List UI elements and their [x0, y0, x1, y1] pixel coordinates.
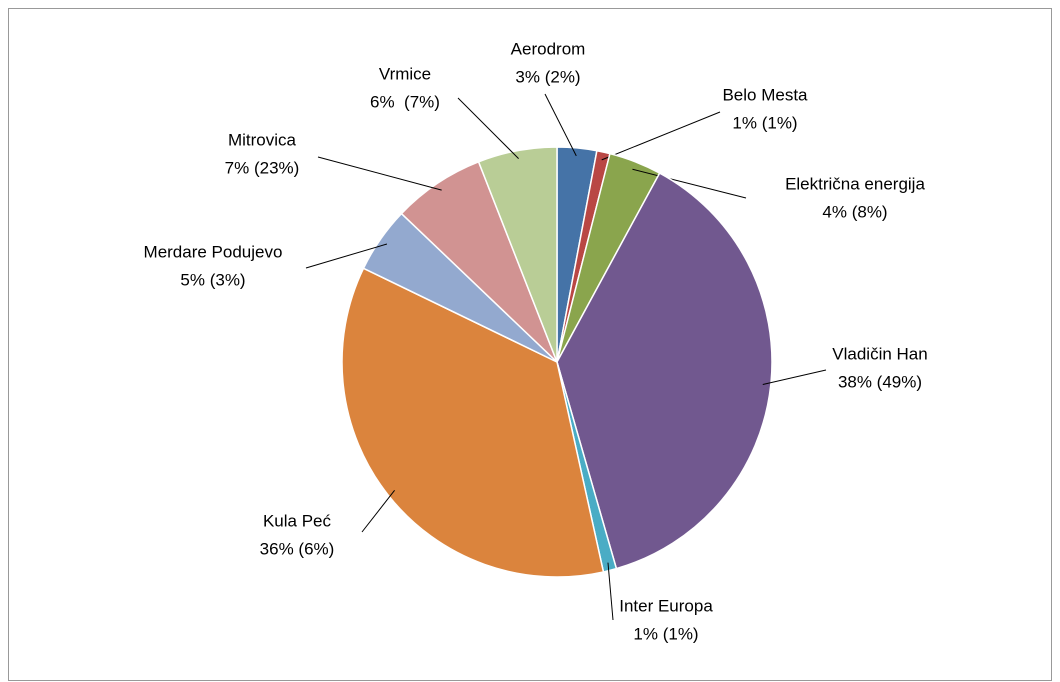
slice-label-name: Belo Mesta [722, 85, 808, 104]
slice-label-name: Električna energija [785, 174, 925, 193]
slice-label-value: 3% (2%) [515, 67, 580, 86]
leader-line [305, 243, 388, 269]
slice-label-value: 1% (1%) [732, 113, 797, 132]
leader-line [607, 562, 614, 621]
slice-label-name: Vladičin Han [832, 344, 927, 363]
slice-label-name: Merdare Podujevo [144, 242, 283, 261]
pie-slice [477, 146, 558, 363]
slice-label-value: 1% (1%) [633, 624, 698, 643]
leader-line [762, 369, 827, 385]
slice-label-value: 7% (23%) [225, 158, 300, 177]
pie-slice [556, 172, 773, 570]
slice-label-value: 38% (49%) [838, 372, 922, 391]
leader-line [361, 490, 395, 533]
slice-label-value: 6% (7%) [370, 92, 440, 111]
slice-label-name: Mitrovica [228, 130, 297, 149]
slice-label-value: 5% (3%) [180, 270, 245, 289]
slice-label-value: 36% (6%) [260, 539, 335, 558]
slice-label-name: Vrmice [379, 64, 431, 83]
leader-line [317, 156, 442, 191]
leader-line [632, 168, 747, 199]
slice-label-name: Kula Peć [263, 511, 332, 530]
slice-label-value: 4% (8%) [822, 202, 887, 221]
slice-label-name: Inter Europa [619, 596, 713, 615]
slice-label-name: Aerodrom [511, 39, 586, 58]
pie-slice [341, 267, 605, 578]
leader-line [601, 111, 721, 161]
leader-line [544, 93, 577, 157]
leader-line [457, 97, 519, 159]
